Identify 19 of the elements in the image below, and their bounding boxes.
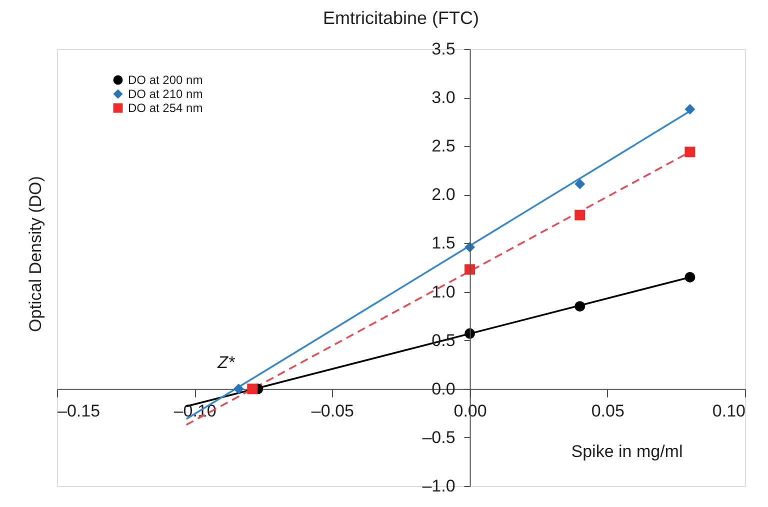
y-tick-label: –0.5	[422, 428, 456, 447]
legend-label: DO at 200 nm	[128, 73, 203, 87]
legend-label: DO at 254 nm	[128, 101, 203, 115]
y-tick-label: 2.0	[432, 185, 456, 204]
annotation: Z*	[216, 352, 236, 372]
x-tick-label: 0.05	[591, 401, 624, 420]
y-tick-label: 3.0	[432, 88, 456, 108]
x-tick-label: 0.10	[712, 401, 746, 420]
x-axis-title: Spike in mg/ml	[571, 442, 683, 461]
y-tick-label: 2.5	[432, 136, 456, 156]
y-axis-title: Optical Density (DO)	[26, 176, 45, 332]
x-tick-label: –0.05	[311, 401, 354, 420]
y-tick-label: 3.5	[432, 40, 456, 58]
y-tick-label: –1.0	[422, 476, 456, 496]
y-tick-label: 1.5	[432, 234, 456, 253]
y-tick-label: 1.0	[432, 282, 456, 302]
legend-label: DO at 210 nm	[128, 87, 203, 101]
chart-title: Emtricitabine (FTC)	[322, 8, 480, 28]
x-tick-label: –0.15	[58, 401, 100, 420]
